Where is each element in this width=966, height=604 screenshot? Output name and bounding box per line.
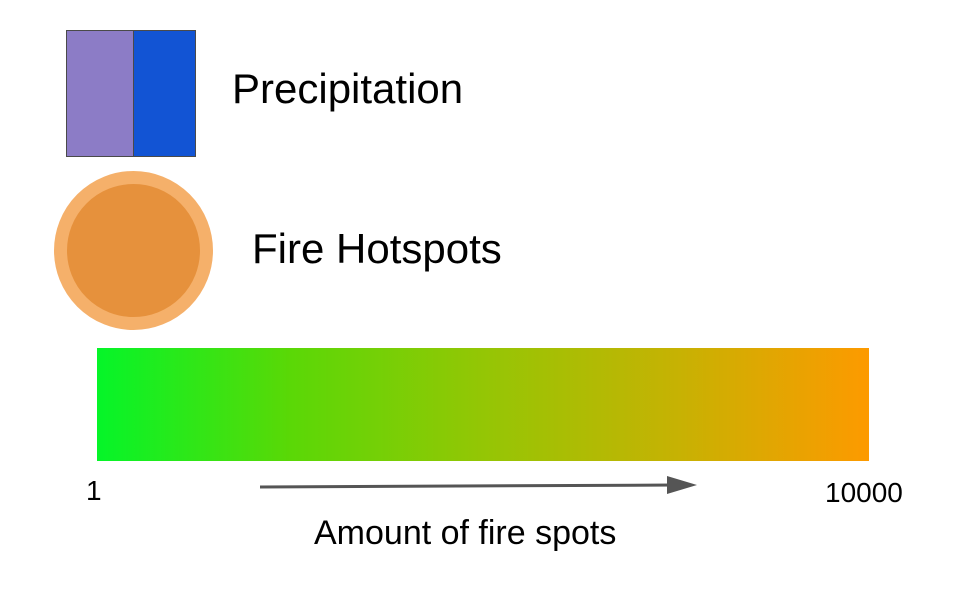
colorbar-min-label: 1 [86,475,102,506]
colorbar-caption: Amount of fire spots [314,514,617,552]
precipitation-label: Precipitation [232,65,464,112]
precipitation-swatch-dark [134,31,195,156]
right-arrow-icon [259,476,697,494]
fire-spot-colorbar [97,348,869,461]
fire-hotspots-label: Fire Hotspots [252,225,502,272]
colorbar-max-label: 10000 [825,477,903,508]
precipitation-swatch [66,30,196,157]
precipitation-swatch-light [67,31,134,156]
fire-hotspot-circle-icon [54,171,213,330]
